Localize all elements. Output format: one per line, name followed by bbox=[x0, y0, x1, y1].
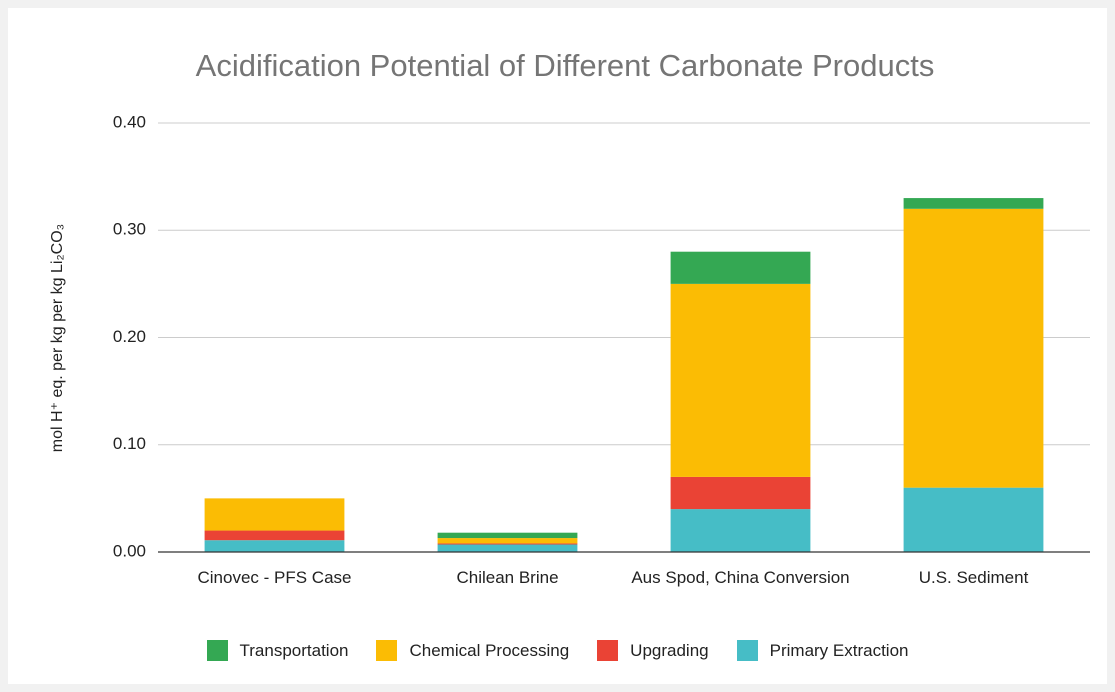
legend-item: Transportation bbox=[206, 640, 349, 661]
bar-segment bbox=[670, 476, 811, 510]
bar-segment bbox=[437, 532, 578, 539]
y-tick-label: 0.10 bbox=[113, 434, 146, 453]
bar-segment bbox=[670, 283, 811, 477]
y-axis-label: mol H⁺ eq. per kg per kg Li₂CO₃ bbox=[49, 224, 66, 452]
bar-segment bbox=[670, 251, 811, 284]
legend-label: Upgrading bbox=[630, 640, 709, 660]
legend-item: Primary Extraction bbox=[736, 640, 909, 661]
chart-title: Acidification Potential of Different Car… bbox=[196, 48, 935, 83]
legend-label: Primary Extraction bbox=[769, 640, 909, 660]
x-tick-label: U.S. Sediment bbox=[918, 568, 1029, 587]
bar-segment bbox=[670, 509, 811, 552]
legend-item: Upgrading bbox=[597, 640, 709, 661]
legend-item: Chemical Processing bbox=[376, 640, 569, 661]
x-tick-label: Chilean Brine bbox=[456, 568, 559, 587]
legend: Transportation Chemical Processing Upgradi… bbox=[0, 640, 1115, 661]
bar-segment bbox=[903, 487, 1044, 552]
y-tick-label: 0.30 bbox=[113, 220, 146, 239]
legend-swatch bbox=[736, 640, 758, 661]
legend-swatch bbox=[376, 640, 398, 661]
bar-segment bbox=[437, 543, 578, 545]
bar-segment bbox=[437, 544, 578, 552]
y-tick-label: 0.40 bbox=[113, 112, 146, 131]
bar-segment bbox=[204, 540, 345, 552]
legend-label: Transportation bbox=[239, 640, 349, 660]
bar-segment bbox=[204, 530, 345, 541]
legend-swatch bbox=[206, 640, 228, 661]
bar-segment bbox=[204, 498, 345, 531]
x-tick-label: Cinovec - PFS Case bbox=[197, 568, 352, 587]
legend-label: Chemical Processing bbox=[409, 640, 570, 660]
x-tick-label: Aus Spod, China Conversion bbox=[631, 568, 850, 587]
bar-segment bbox=[903, 208, 1044, 488]
bar-segment bbox=[437, 538, 578, 544]
y-tick-label: 0.20 bbox=[113, 327, 146, 346]
y-tick-label: 0.00 bbox=[113, 541, 146, 560]
bar-segment bbox=[903, 198, 1044, 209]
legend-swatch bbox=[597, 640, 619, 661]
